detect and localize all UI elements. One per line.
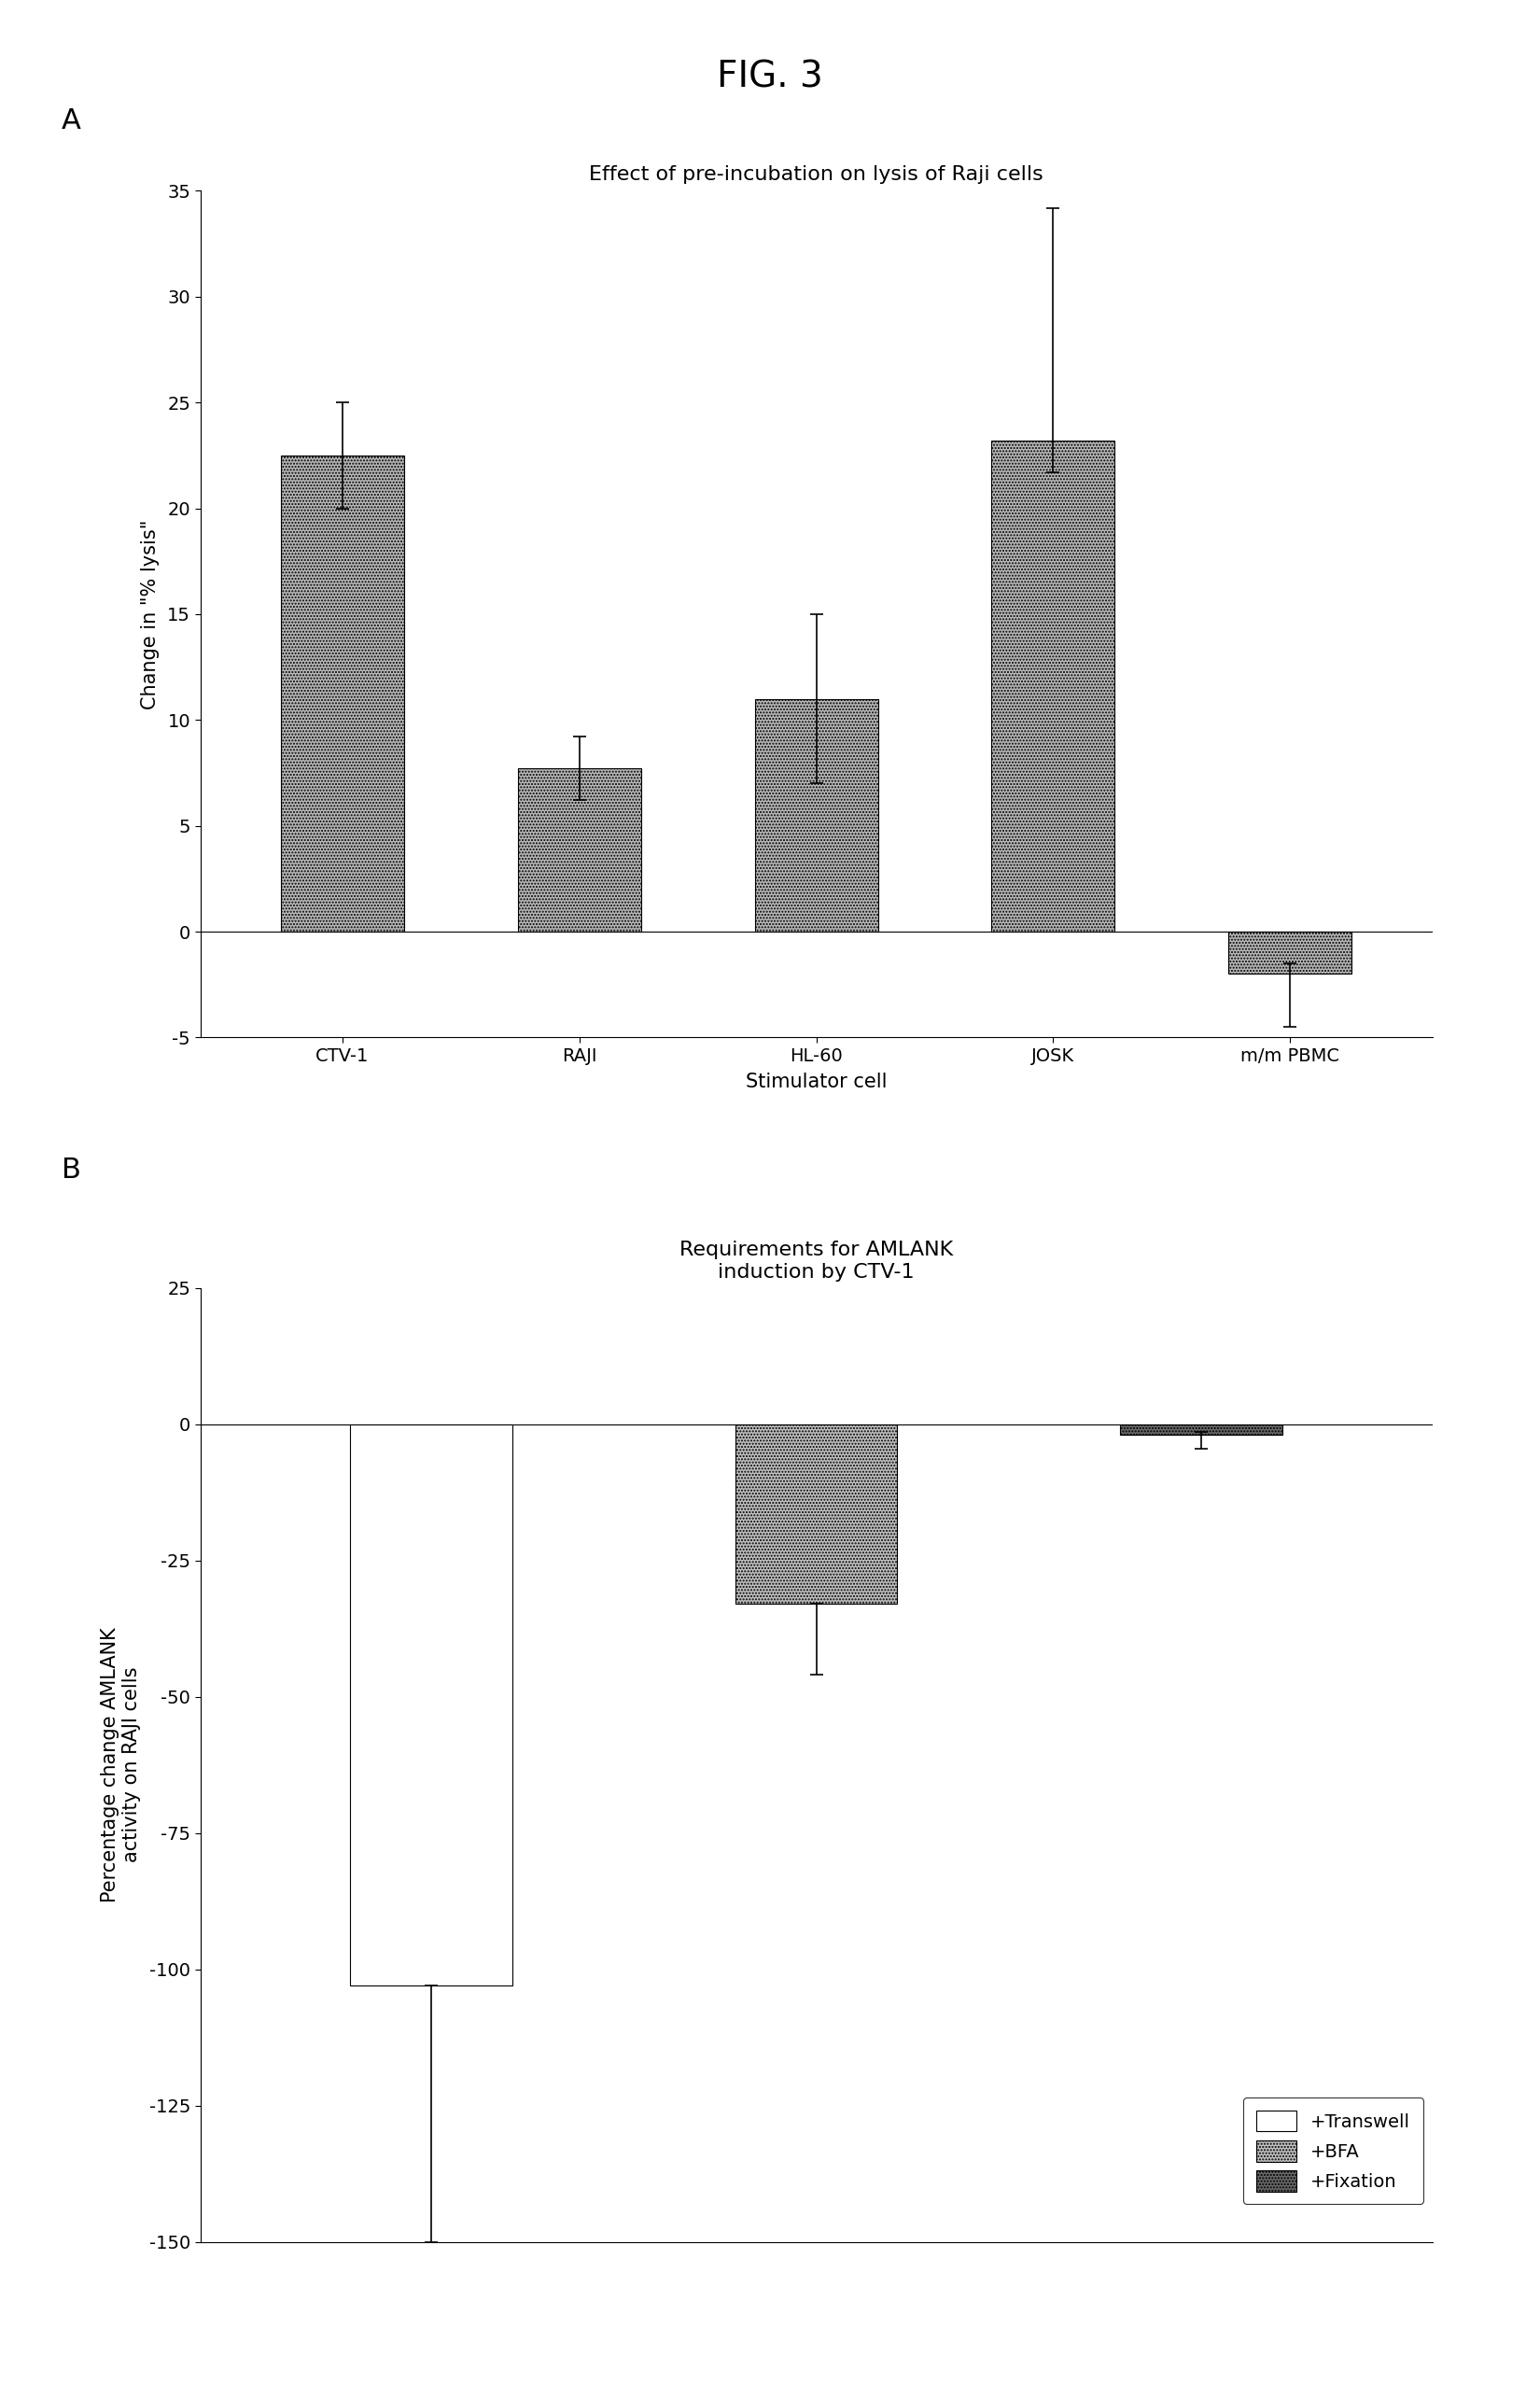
Bar — [351, 1424, 511, 1987]
Text: B: B — [62, 1157, 82, 1183]
Text: FIG. 3: FIG. 3 — [718, 60, 822, 95]
Bar — [1121, 1424, 1281, 1436]
Bar — [517, 768, 641, 933]
Legend: +Transwell, +BFA, +Fixation: +Transwell, +BFA, +Fixation — [1243, 2099, 1423, 2204]
Title: Requirements for AMLANK
induction by CTV-1: Requirements for AMLANK induction by CTV… — [679, 1240, 953, 1281]
Bar — [280, 456, 403, 933]
Bar — [755, 699, 878, 933]
Bar — [992, 441, 1115, 933]
Text: A: A — [62, 107, 82, 134]
Title: Effect of pre-incubation on lysis of Raji cells: Effect of pre-incubation on lysis of Raj… — [588, 165, 1044, 184]
Y-axis label: Percentage change AMLANK
activity on RAJI cells: Percentage change AMLANK activity on RAJ… — [102, 1627, 142, 1903]
X-axis label: Stimulator cell: Stimulator cell — [745, 1073, 887, 1092]
Bar — [1229, 933, 1352, 973]
Bar — [736, 1424, 896, 1605]
Y-axis label: Change in "% lysis": Change in "% lysis" — [140, 520, 160, 708]
